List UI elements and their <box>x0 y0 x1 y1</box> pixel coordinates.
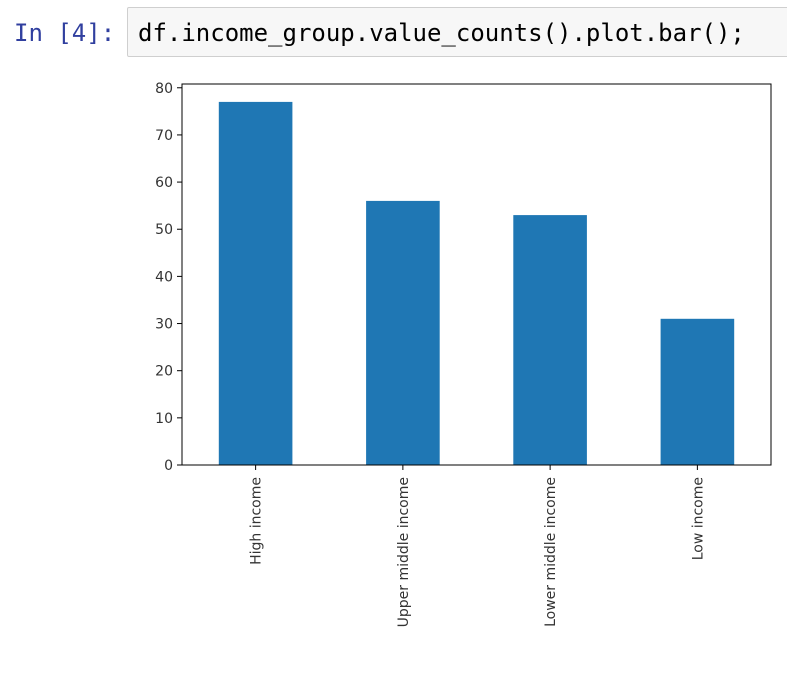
x-tick-label: Upper middle income <box>396 477 412 627</box>
bar-lower-middle-income <box>513 215 587 465</box>
code-cell-input[interactable]: df.income_group.value_counts().plot.bar(… <box>127 7 787 57</box>
x-tick-label: Low income <box>690 477 706 560</box>
bar-high-income <box>218 101 293 466</box>
y-tick-label: 80 <box>155 81 173 97</box>
plot-output: 0 10 20 30 40 50 60 70 80 High income Upper middle… <box>127 70 787 685</box>
bar-upper-middle-income <box>366 200 440 465</box>
y-tick-label: 10 <box>155 411 173 427</box>
y-tick-label: 50 <box>155 222 173 238</box>
bar-low-income <box>660 318 735 465</box>
y-tick-label: 70 <box>155 128 173 144</box>
y-tick-label: 30 <box>155 317 173 333</box>
y-tick-label: 0 <box>164 458 173 474</box>
y-tick-label: 40 <box>155 269 173 285</box>
input-prompt: In [4]: <box>14 19 116 47</box>
y-tick-label: 20 <box>155 364 173 380</box>
y-tick-label: 60 <box>155 175 173 191</box>
plot-frame <box>181 83 772 466</box>
x-tick-label: High income <box>249 477 265 565</box>
bar-chart: 0 10 20 30 40 50 60 70 80 High income Upper middle… <box>155 81 772 627</box>
x-tick-label: Lower middle income <box>543 477 559 627</box>
